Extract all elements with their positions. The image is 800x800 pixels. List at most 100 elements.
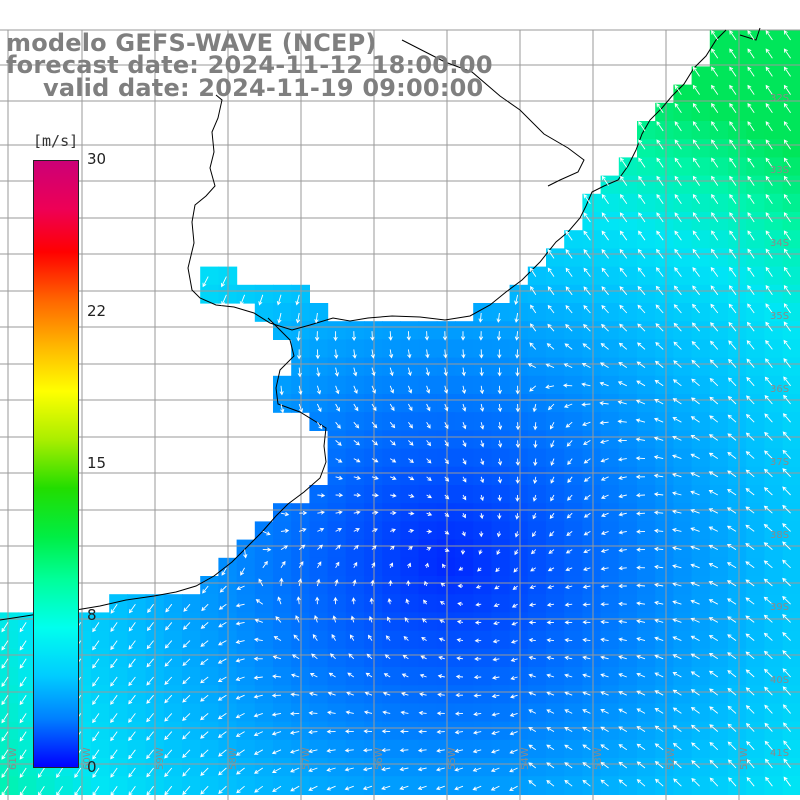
wind-cell [728, 503, 747, 522]
wind-arrow [426, 458, 432, 464]
wind-arrow [406, 580, 411, 587]
wind-cell [709, 521, 729, 541]
wind-cell [546, 321, 565, 340]
wind-arrow [618, 583, 627, 589]
wind-arrow [545, 384, 555, 389]
wind-arrow [765, 193, 773, 205]
wind-arrow [353, 367, 358, 377]
longitude-labels: 61W 60W 59W 58W 57W 56W 55W 54W 53W 52W 51W [8, 747, 750, 770]
wind-arrow [388, 331, 393, 341]
wind-cell [309, 667, 329, 686]
wind-cell [418, 321, 438, 340]
wind-cell [418, 448, 438, 468]
wind-arrow [371, 528, 378, 533]
wind-cell [491, 375, 511, 395]
wind-cell [527, 612, 547, 632]
wind-cell [436, 630, 456, 650]
wind-cell [782, 466, 800, 486]
wind-cell [728, 466, 747, 486]
wind-arrow [217, 694, 227, 701]
wind-arrow [509, 767, 518, 773]
wind-arrow [618, 690, 627, 696]
wind-cell [327, 357, 347, 377]
wind-cell [382, 503, 401, 522]
wind-arrow [564, 620, 573, 625]
wind-arrow [728, 358, 737, 368]
wind-cell [382, 739, 401, 759]
wind-cell [491, 448, 511, 468]
wind-cell [527, 685, 547, 704]
wind-cell [0, 667, 19, 686]
wind-arrow [333, 331, 338, 342]
wind-cell [673, 485, 693, 504]
wind-arrow [600, 709, 609, 714]
wind-cell [509, 758, 529, 777]
wind-cell [54, 776, 74, 795]
wind-arrow [783, 121, 791, 132]
wind-cell [327, 375, 347, 395]
wind-cell [655, 485, 674, 504]
wind-cell [400, 739, 420, 759]
wind-cell [91, 648, 110, 668]
wind-arrow [253, 656, 263, 661]
wind-arrow [497, 422, 503, 431]
wind-cell [637, 576, 656, 595]
wind-arrow [235, 713, 245, 719]
wind-arrow [146, 658, 154, 668]
wind-cell [436, 430, 456, 450]
wind-arrow [370, 349, 376, 359]
wind-arrow [729, 30, 737, 41]
wind-arrow [691, 322, 700, 332]
wind-arrow [92, 713, 100, 724]
wind-arrow [74, 767, 82, 778]
wind-cell [491, 739, 511, 759]
wind-arrow [164, 785, 173, 796]
wind-cell [564, 485, 583, 504]
wind-arrow [690, 545, 700, 551]
wind-arrow [316, 403, 322, 413]
wind-cell [618, 248, 638, 268]
wind-arrow [783, 175, 791, 186]
wind-cell [382, 576, 401, 595]
wind-cell [782, 394, 800, 413]
wind-cell [418, 594, 438, 613]
wind-arrow [514, 331, 520, 341]
wind-arrow [456, 656, 464, 661]
wind-arrow [618, 708, 628, 714]
wind-cell [673, 703, 693, 723]
wind-cell [418, 485, 438, 504]
wind-arrow [783, 776, 791, 787]
wind-arrow [653, 417, 664, 423]
wind-arrow [583, 494, 591, 500]
wind-arrow [564, 727, 573, 732]
wind-cell [455, 739, 474, 759]
wind-cell [728, 375, 747, 395]
wind-arrow [620, 157, 628, 168]
wind-cell [345, 703, 365, 723]
wind-arrow [182, 749, 191, 758]
wind-arrow [546, 343, 555, 350]
wind-arrow [458, 566, 464, 571]
wind-arrow [92, 640, 100, 651]
wind-cell [436, 521, 456, 541]
wind-arrow [314, 312, 319, 324]
wind-arrow [444, 530, 450, 535]
wind-arrow [763, 487, 773, 496]
wind-arrow [765, 121, 773, 132]
wind-arrow [399, 748, 409, 753]
wind-arrow [528, 655, 536, 661]
wind-cell [709, 648, 729, 668]
wind-cell [18, 776, 37, 795]
wind-cell [309, 357, 329, 377]
wind-arrow [636, 708, 646, 714]
wind-arrow [763, 614, 773, 623]
wind-cell [382, 394, 401, 413]
wind-cell [418, 357, 438, 377]
wind-arrow [490, 767, 500, 773]
wind-arrow [747, 157, 755, 168]
wind-cell [600, 557, 620, 577]
wind-arrow [726, 507, 737, 514]
wind-cell [564, 667, 583, 686]
wind-arrow [708, 508, 719, 514]
wind-arrow [727, 741, 737, 751]
